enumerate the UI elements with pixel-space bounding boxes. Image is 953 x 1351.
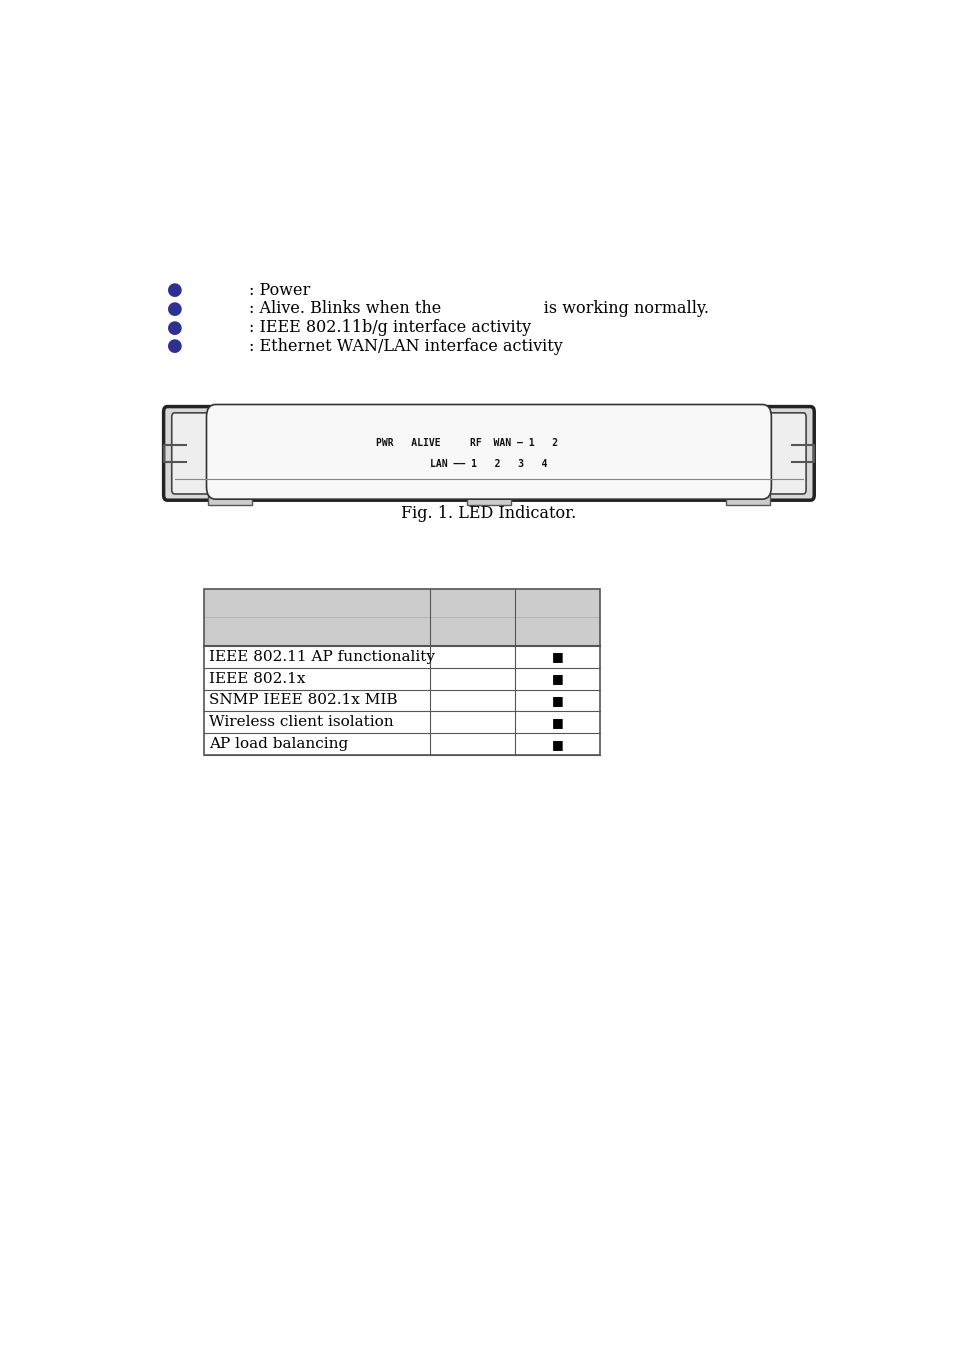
Bar: [204, 689, 599, 712]
Text: IEEE 802.11 AP functionality: IEEE 802.11 AP functionality: [210, 650, 435, 663]
FancyBboxPatch shape: [164, 407, 814, 500]
Bar: [724, 493, 769, 505]
Text: : Ethernet WAN/LAN interface activity: : Ethernet WAN/LAN interface activity: [249, 338, 562, 355]
Bar: [204, 589, 599, 646]
FancyBboxPatch shape: [172, 413, 805, 494]
Text: SNMP IEEE 802.1x MIB: SNMP IEEE 802.1x MIB: [210, 693, 397, 708]
Text: IEEE 802.1x: IEEE 802.1x: [210, 671, 306, 685]
Bar: [204, 646, 599, 667]
Text: ■: ■: [551, 716, 562, 728]
Bar: [204, 589, 599, 755]
Text: Wireless client isolation: Wireless client isolation: [210, 715, 394, 730]
Text: ●: ●: [167, 281, 182, 299]
Text: Fig. 1. LED Indicator.: Fig. 1. LED Indicator.: [401, 505, 576, 523]
Text: ■: ■: [551, 650, 562, 663]
Bar: [204, 734, 599, 755]
FancyBboxPatch shape: [206, 404, 771, 499]
Text: : Power: : Power: [249, 281, 310, 299]
Text: ●: ●: [167, 319, 182, 336]
Bar: [204, 712, 599, 734]
Bar: [208, 493, 252, 505]
Text: LAN —— 1   2   3   4: LAN —— 1 2 3 4: [430, 459, 547, 469]
Text: ■: ■: [551, 671, 562, 685]
Text: ●: ●: [167, 300, 182, 317]
Text: : IEEE 802.11b/g interface activity: : IEEE 802.11b/g interface activity: [249, 319, 530, 336]
Text: ■: ■: [551, 738, 562, 751]
Bar: [466, 493, 511, 505]
Text: ■: ■: [551, 694, 562, 707]
Bar: [204, 667, 599, 689]
Text: : Alive. Blinks when the                    is working normally.: : Alive. Blinks when the is working norm…: [249, 300, 708, 317]
Text: PWR   ALIVE     RF  WAN — 1   2: PWR ALIVE RF WAN — 1 2: [375, 438, 558, 449]
Text: ●: ●: [167, 338, 182, 355]
Text: AP load balancing: AP load balancing: [210, 738, 349, 751]
